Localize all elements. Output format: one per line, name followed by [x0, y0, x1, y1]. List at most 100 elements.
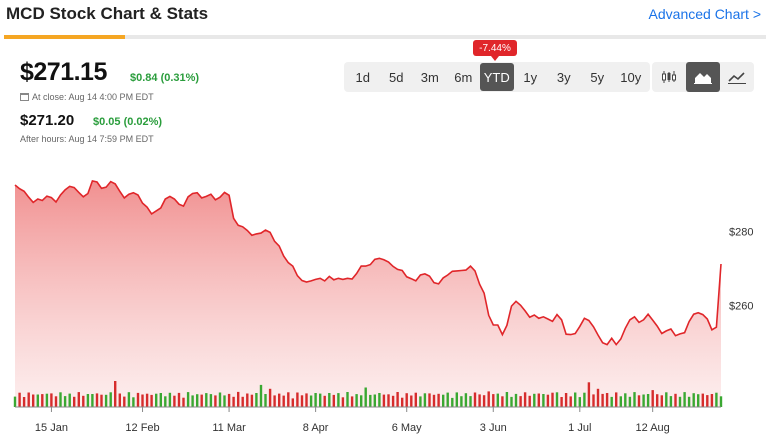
volume-bar [628, 396, 632, 407]
volume-bar [209, 394, 213, 407]
volume-bar [492, 394, 495, 407]
range-button-6m[interactable]: 6m [454, 69, 473, 85]
volume-bar [715, 392, 718, 407]
volume-bar [50, 393, 53, 407]
page-title: MCD Stock Chart & Stats [6, 4, 209, 23]
x-tick-label: 8 Apr [303, 422, 329, 434]
volume-bar [555, 392, 559, 407]
volume-bar [678, 396, 682, 407]
volume-bar [250, 394, 254, 407]
x-tick-label: 12 Feb [125, 422, 159, 434]
volume-bar [360, 395, 363, 407]
volume-bar [246, 393, 249, 407]
volume-bar [186, 392, 190, 407]
volume-bar [41, 394, 44, 407]
volume-bar [665, 392, 668, 407]
volume-bar [141, 394, 144, 407]
volume-bar [127, 392, 131, 407]
line-button[interactable] [720, 62, 754, 92]
volume-bar [232, 396, 235, 407]
volume-bar [136, 392, 140, 407]
volume-bar [451, 397, 454, 407]
volume-bar [22, 397, 26, 407]
volume-bar [596, 388, 600, 407]
volume-bar [487, 391, 490, 407]
volume-bar [624, 393, 627, 407]
x-tick-label: 11 Mar [212, 422, 246, 434]
price-chart[interactable]: 15 Jan 12 Feb 11 Mar 8 Apr 6 May 3 Jun 1 Jul 12… [0, 160, 771, 439]
volume-bar [218, 392, 222, 407]
volume-bar [118, 393, 121, 407]
volume-bar [706, 395, 709, 407]
volume-bar [578, 397, 581, 407]
volume-bar [287, 392, 290, 407]
volume-bar [300, 395, 304, 407]
volume-bar [482, 395, 486, 407]
volume-bar [13, 396, 17, 407]
volume-bar [314, 393, 317, 407]
range-button-5y[interactable]: 5y [590, 69, 605, 85]
volume-bar [200, 394, 203, 407]
volume-bar [328, 393, 331, 407]
volume-bar [268, 388, 272, 407]
volume-bar [86, 394, 90, 407]
volume-bar [36, 394, 39, 407]
volume-bar [291, 398, 294, 407]
volume-bar [237, 391, 240, 407]
volume-bar [164, 396, 167, 407]
mountain-button[interactable] [686, 62, 720, 92]
volume-bar [282, 395, 285, 407]
volume-bar [423, 393, 427, 407]
volume-bar [396, 392, 399, 407]
x-tick-label: 12 Aug [636, 422, 670, 434]
volume-bar [569, 396, 572, 407]
after-hours-time: After hours: Aug 14 7:59 PM EDT [20, 134, 154, 144]
range-button-1d[interactable]: 1d [355, 69, 370, 85]
volume-bar [73, 396, 76, 407]
volume-bar [18, 392, 21, 407]
advanced-chart-link[interactable]: Advanced Chart > [648, 6, 761, 22]
after-hours-price: $271.20 [20, 112, 75, 129]
volume-bar [455, 392, 458, 407]
close-time-label: At close: Aug 14 4:00 PM EDT [32, 92, 154, 102]
volume-bar [27, 392, 30, 407]
volume-bar [692, 393, 695, 407]
volume-bar [382, 394, 386, 407]
volume-bar [100, 394, 103, 407]
volume-bar [519, 396, 522, 407]
volume-bar [350, 396, 354, 407]
price-area [15, 180, 721, 407]
range-button-3m[interactable]: 3m [420, 69, 439, 85]
range-button-1y[interactable]: 1y [523, 69, 538, 85]
volume-bar [337, 393, 340, 407]
range-button-ytd[interactable]: YTD [480, 63, 514, 91]
volume-bar [145, 393, 149, 407]
volume-bar [82, 395, 85, 407]
volume-bar [309, 395, 313, 407]
volume-bar [697, 394, 700, 407]
volume-bar [469, 396, 472, 407]
volume-bar [587, 382, 591, 407]
volume-bar [405, 393, 408, 407]
volume-bar [150, 394, 153, 407]
volume-bar [341, 397, 345, 407]
volume-bar [63, 396, 67, 407]
volume-bar [346, 392, 349, 407]
candlestick-button[interactable] [652, 62, 686, 92]
volume-bar [109, 392, 112, 407]
volume-bar [446, 392, 449, 407]
volume-bar [319, 393, 322, 407]
volume-bar [77, 392, 80, 407]
range-button-10y[interactable]: 10y [620, 69, 642, 85]
range-button-5d[interactable]: 5d [389, 69, 404, 85]
volume-bar [205, 393, 208, 407]
range-change-badge: -7.44% [473, 40, 517, 61]
price-change: $0.84 (0.31%) [130, 72, 200, 84]
volume-bar [59, 392, 62, 407]
line-chart-icon [728, 72, 746, 84]
volume-bar [273, 395, 276, 407]
volume-bar [510, 396, 513, 407]
volume-bar [560, 397, 563, 407]
range-button-3y[interactable]: 3y [556, 69, 571, 85]
volume-bar [355, 394, 358, 407]
